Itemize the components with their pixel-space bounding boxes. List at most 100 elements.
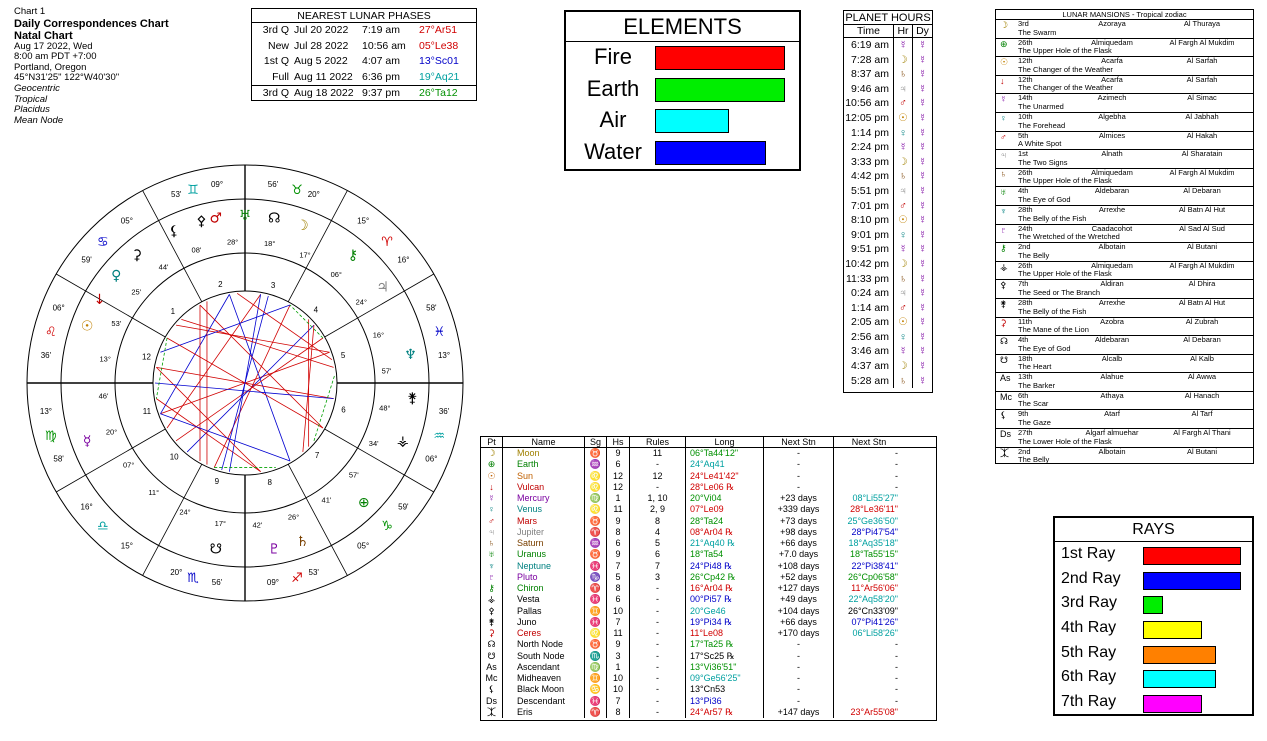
aspect-line bbox=[236, 293, 333, 361]
mansion-arabic-name: Al Fargh Al Thani bbox=[1173, 428, 1231, 438]
cusp-degree: 16° bbox=[81, 503, 93, 512]
mansion-row: Ds 27th Algarf almuehar Al Fargh Al Thani Th… bbox=[996, 428, 1253, 447]
table-header-cell: Pt bbox=[481, 437, 503, 447]
minor-aspect-line bbox=[313, 375, 336, 441]
mansion-meaning: The Upper Hole of the Flask bbox=[1018, 46, 1112, 56]
planet-longitude: 18°Ta54 bbox=[686, 549, 764, 561]
wheel-planet-glyph: ⚵ bbox=[407, 391, 417, 407]
planet-longitude: 17°Ta25 ℞ bbox=[686, 639, 764, 651]
cusp-degree: 16° bbox=[397, 255, 409, 264]
mansion-name: Almiquedam bbox=[1091, 260, 1133, 270]
planet-hour-row: 2:56 am ♀ ☿ bbox=[844, 329, 932, 345]
planet-rules: 1, 10 bbox=[630, 493, 686, 505]
col-hr-header: Hr bbox=[894, 25, 913, 37]
cusp-minute: 15° bbox=[121, 542, 133, 551]
planet-next-station-pos: 26°Cp06'58" bbox=[847, 571, 898, 582]
planet-sign-glyph: ♓ bbox=[585, 594, 607, 606]
mansion-arabic-name: Al Tarf bbox=[1191, 409, 1213, 419]
planet-rules: 4 bbox=[630, 526, 686, 538]
planet-sign-glyph: ♉ bbox=[585, 448, 607, 460]
cusp-degree: 09° bbox=[211, 180, 223, 189]
mansion-meaning: The Heart bbox=[1018, 362, 1052, 372]
planet-row: ♄ Saturn ♒ 6 5 21°Aq40 ℞ +66 days 18°Aq35'18" bbox=[481, 538, 936, 550]
planet-house: 12 bbox=[607, 470, 630, 482]
wheel-planet-glyph: ⚳ bbox=[132, 247, 142, 263]
aspect-line bbox=[199, 304, 324, 429]
planet-glyph: Mc bbox=[481, 673, 503, 685]
planet-house: 7 bbox=[607, 695, 630, 707]
planet-name: Ceres bbox=[503, 628, 585, 640]
wheel-planet-glyph: ♅ bbox=[239, 208, 252, 224]
day-ruler-glyph: ☿ bbox=[918, 228, 927, 241]
planet-name: Pluto bbox=[503, 571, 585, 583]
planet-longitude: 19°Pi34 ℞ bbox=[686, 616, 764, 628]
elements-rows: Fire Earth Air Water bbox=[566, 42, 799, 168]
element-bar bbox=[655, 109, 730, 133]
hour-time: 10:56 am bbox=[844, 96, 894, 111]
header-line: Mean Node bbox=[14, 114, 64, 126]
planet-next-station-pos: 07°Pi41'26" bbox=[851, 616, 898, 627]
mansion-meaning: The Changer of the Weather bbox=[1018, 83, 1113, 93]
day-ruler-glyph: ☿ bbox=[918, 68, 927, 81]
ray-row: 2nd Ray bbox=[1055, 567, 1252, 592]
mansion-number: 6th bbox=[1018, 390, 1029, 400]
wheel-degree-label: 46' bbox=[99, 391, 109, 400]
planet-name: Pallas bbox=[503, 605, 585, 617]
planet-rules: - bbox=[630, 650, 686, 662]
element-bar bbox=[655, 46, 785, 70]
mansion-number: 10th bbox=[1018, 111, 1033, 121]
wheel-planet-glyph: ☿ bbox=[83, 433, 92, 449]
sign-glyph: ♋ bbox=[97, 235, 109, 250]
element-bar bbox=[655, 140, 766, 165]
mansion-arabic-name: Al Fargh Al Mukdim bbox=[1169, 37, 1235, 47]
planet-rules: - bbox=[630, 695, 686, 707]
hour-ruler-glyph: ☿ bbox=[894, 344, 913, 360]
mansion-meaning: The Changer of the Weather bbox=[1018, 64, 1113, 74]
ray-label: 5th Ray bbox=[1061, 643, 1117, 661]
planet-next-station-days: +127 days bbox=[764, 583, 834, 595]
hour-time: 10:42 pm bbox=[844, 256, 894, 272]
planet-hour-row: 9:01 pm ♀ ☿ bbox=[844, 227, 932, 243]
ray-label: 6th Ray bbox=[1061, 668, 1117, 686]
phase-date: Aug 5 2022 bbox=[294, 55, 348, 67]
planet-house: 9 bbox=[607, 515, 630, 527]
day-ruler-glyph: ☿ bbox=[918, 272, 927, 285]
planet-next-station-pos: - bbox=[895, 639, 898, 650]
lunar-phase-row: 3rd Q Aug 18 2022 9:37 pm 26°Ta12 bbox=[252, 85, 476, 101]
wheel-degree-label: 48° bbox=[379, 404, 390, 413]
planet-house: 11 bbox=[607, 628, 630, 640]
ray-label: 4th Ray bbox=[1061, 619, 1117, 637]
planet-sign-glyph: ♉ bbox=[585, 549, 607, 561]
planet-glyph: ☉ bbox=[481, 470, 503, 482]
planet-name: Vesta bbox=[503, 594, 585, 606]
day-ruler-glyph: ☿ bbox=[918, 82, 927, 95]
mansion-meaning: The Wretched of the Wretched bbox=[1018, 232, 1120, 242]
planet-next-station-days: +7.0 days bbox=[764, 549, 834, 561]
table-header-cell: Name bbox=[503, 437, 585, 447]
table-header-cell: Long bbox=[686, 437, 764, 447]
planet-rules: 3 bbox=[630, 571, 686, 583]
element-row: Air bbox=[566, 105, 799, 137]
planet-row: ⚶ Vesta ♓ 6-00°Pi57 ℞ +49 days 22°Aq58'20" bbox=[481, 594, 936, 606]
element-row: Earth bbox=[566, 74, 799, 106]
wheel-degree-label: 24° bbox=[356, 298, 367, 307]
planet-row: ☉ Sun ♌ 12 12 24°Le41'42" - - bbox=[481, 470, 936, 482]
mansion-planet-glyph: ⚸ bbox=[1000, 410, 1007, 421]
house-cusp-line bbox=[324, 273, 434, 338]
mansion-arabic-name: Al Debaran bbox=[1183, 335, 1221, 345]
planet-next-station-pos: 22°Pi38'41" bbox=[851, 560, 898, 571]
planet-glyph: ↓ bbox=[481, 481, 503, 493]
wheel-planet-glyph: ♀ bbox=[111, 268, 121, 284]
lunar-phase-row: 1st Q Aug 5 2022 4:07 am 13°Sc01 bbox=[252, 54, 476, 70]
planet-next-station-pos: 18°Aq35'18" bbox=[848, 538, 898, 548]
phase-time: 10:56 am bbox=[362, 39, 406, 52]
planet-sign-glyph: ♊ bbox=[585, 673, 607, 685]
mansion-meaning: The Mane of the Lion bbox=[1018, 325, 1089, 335]
planet-next-station-days: +339 days bbox=[764, 504, 834, 516]
table-header-cell: Next Stn bbox=[764, 437, 834, 447]
hour-ruler-glyph: ♂ bbox=[894, 96, 913, 111]
sign-glyph: ♒ bbox=[433, 429, 445, 444]
phase-name: Full bbox=[272, 70, 289, 83]
mansion-planet-glyph: ⚵ bbox=[1000, 298, 1007, 309]
planet-sign-glyph: ♈ bbox=[585, 583, 607, 595]
